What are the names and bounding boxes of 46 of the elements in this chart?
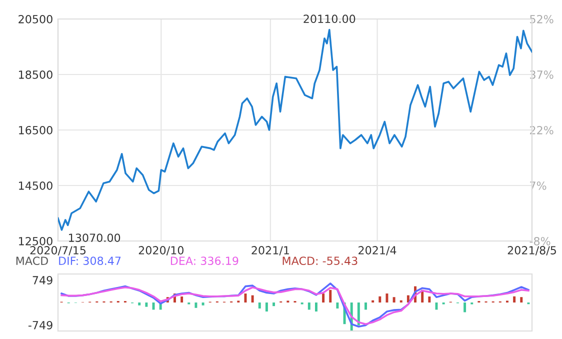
bar xyxy=(314,302,318,312)
bar xyxy=(145,302,148,307)
bar xyxy=(392,297,396,302)
y-tick-label: 14500 xyxy=(19,181,52,190)
text: MACD: -55.43 xyxy=(282,256,358,266)
bar xyxy=(386,294,388,302)
bar xyxy=(513,296,516,302)
bar xyxy=(406,295,410,302)
annotation: 20110.00 xyxy=(304,14,356,24)
bar xyxy=(428,296,431,302)
bar xyxy=(194,302,198,308)
annotation: 13070.00 xyxy=(69,234,120,242)
x-tick-label: 2021/1 xyxy=(252,246,289,256)
bar xyxy=(244,294,247,302)
series-label: DIF: 308.47 xyxy=(59,256,121,266)
bar xyxy=(258,302,261,308)
bar xyxy=(336,302,339,308)
x-tick-label: 2020/7/15 xyxy=(30,246,86,256)
bar xyxy=(329,290,332,302)
y-tick-label: 16500 xyxy=(19,126,52,134)
y-tick-label: 20500 xyxy=(18,14,52,24)
bar xyxy=(464,302,466,312)
y2-tick-label: 52% xyxy=(530,14,554,24)
y-tick-label: 749 xyxy=(32,276,52,284)
bar xyxy=(251,295,254,302)
text: DEA: 336.19 xyxy=(170,256,238,266)
line-series xyxy=(58,28,532,231)
y2-tick-label: -8% xyxy=(530,236,550,246)
chart-title: MACD xyxy=(16,256,48,266)
bar xyxy=(378,296,382,302)
bar xyxy=(272,302,276,306)
bar xyxy=(322,294,325,302)
bar xyxy=(364,302,367,310)
x-tick-label: 2021/8/5 xyxy=(508,246,556,256)
y-tick-label: 12500 xyxy=(19,236,52,246)
bar xyxy=(202,302,204,306)
bar xyxy=(138,302,141,306)
bar xyxy=(520,297,523,302)
bar xyxy=(308,302,310,310)
x-tick-label: 2021/4 xyxy=(358,246,396,256)
y-tick-label: 18500 xyxy=(19,70,52,79)
bar xyxy=(357,302,360,326)
bar xyxy=(180,296,184,302)
x-tick-label: 2020/10 xyxy=(138,246,184,256)
y-tick-label: -749 xyxy=(28,320,52,330)
bar xyxy=(265,302,268,312)
